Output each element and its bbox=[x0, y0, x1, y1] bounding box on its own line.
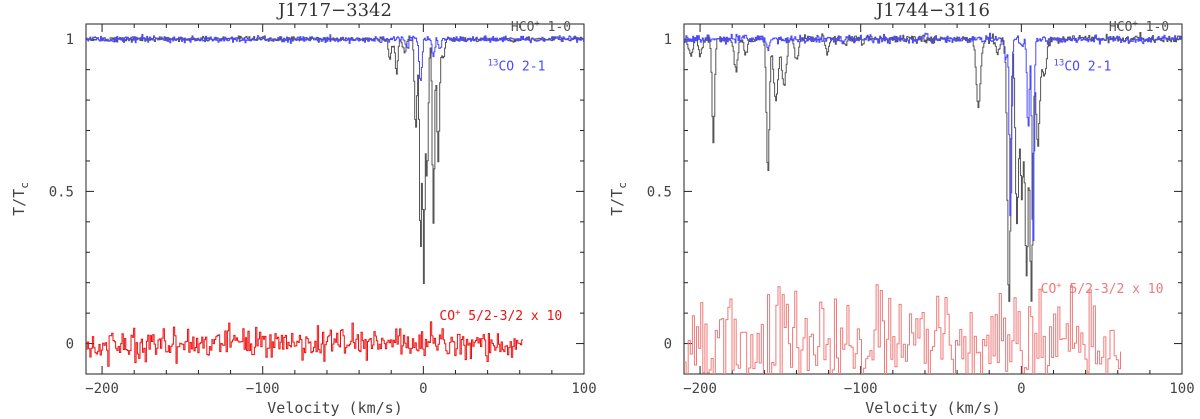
series-label-sup: + bbox=[455, 308, 461, 318]
x-axis-label: Velocity (km/s) bbox=[267, 399, 402, 417]
series-label-main: CO bbox=[439, 309, 455, 324]
series-label-sup: 13 bbox=[488, 59, 499, 69]
series-label-3: CO+ 5/2-3/2 x 10 bbox=[1041, 281, 1164, 297]
series-label-rest: 5/2-3/2 x 10 bbox=[1062, 282, 1164, 297]
y-tick-label: 0.5 bbox=[647, 184, 672, 200]
x-tick-label: 0 bbox=[419, 381, 427, 397]
series-line-3 bbox=[684, 284, 1121, 374]
series-line-3 bbox=[86, 321, 523, 367]
x-tick-label: −100 bbox=[844, 381, 878, 397]
chart-panel-2: J1744−3116 −200 −100 0 100 0 0.5 1 Velocity (km/… bbox=[608, 0, 1195, 417]
y-axis-label-main: T/T bbox=[10, 189, 28, 216]
chart-title: J1744−3116 bbox=[874, 0, 990, 21]
y-tick-label: 0 bbox=[66, 337, 74, 353]
series-label-rest: 2-1 bbox=[514, 60, 545, 75]
y-axis-label-main: T/T bbox=[608, 189, 626, 216]
x-tick-label: 100 bbox=[1169, 381, 1194, 397]
series-line-2 bbox=[86, 34, 584, 81]
series-label-rest: 5/2-3/2 x 10 bbox=[460, 309, 562, 324]
plot-frame bbox=[683, 23, 1183, 375]
series-label-sup: + bbox=[1056, 281, 1062, 291]
series-label-sup: + bbox=[534, 19, 540, 29]
y-tick-label: 0.5 bbox=[49, 184, 74, 200]
y-tick-label: 1 bbox=[66, 32, 74, 48]
y-axis-label: T/Tc bbox=[10, 182, 31, 216]
series-line-2 bbox=[684, 32, 1182, 242]
x-tick-label: −200 bbox=[683, 381, 717, 397]
series-label-2: 13CO 2-1 bbox=[1053, 59, 1111, 75]
series-label-1: HCO+ 1-0 bbox=[511, 19, 571, 35]
series-label-1: HCO+ 1-0 bbox=[1109, 19, 1169, 35]
plot-frame bbox=[85, 23, 585, 375]
series-label-2: 13CO 2-1 bbox=[488, 59, 546, 75]
series-label-main: HCO bbox=[511, 20, 535, 35]
series-label-rest: 1-0 bbox=[1138, 20, 1169, 35]
y-axis-label-sub: c bbox=[18, 182, 31, 189]
x-tick-label: −100 bbox=[246, 381, 280, 397]
series-label-main: CO bbox=[1041, 282, 1057, 297]
x-axis-label: Velocity (km/s) bbox=[865, 399, 1000, 417]
y-tick-label: 0 bbox=[664, 337, 672, 353]
series-label-sup: 13 bbox=[1053, 59, 1064, 69]
series-label-rest: 1-0 bbox=[540, 20, 571, 35]
x-tick-label: 0 bbox=[1017, 381, 1025, 397]
y-axis-label-sub: c bbox=[616, 182, 629, 189]
chart-panel-1: J1717−3342 −200 −100 0 100 0 0.5 1 Velocity (km/… bbox=[10, 0, 597, 417]
x-tick-label: −200 bbox=[85, 381, 119, 397]
series-label-main: CO bbox=[1064, 60, 1080, 75]
series-label-sup: + bbox=[1132, 19, 1138, 29]
series-label-main: HCO bbox=[1109, 20, 1133, 35]
series-label-main: CO bbox=[498, 60, 514, 75]
y-axis-label: T/Tc bbox=[608, 182, 629, 216]
y-tick-label: 1 bbox=[664, 32, 672, 48]
x-tick-label: 100 bbox=[571, 381, 596, 397]
series-label-3: CO+ 5/2-3/2 x 10 bbox=[439, 308, 562, 324]
series-label-rest: 2-1 bbox=[1080, 60, 1111, 75]
chart-title: J1717−3342 bbox=[276, 0, 392, 21]
